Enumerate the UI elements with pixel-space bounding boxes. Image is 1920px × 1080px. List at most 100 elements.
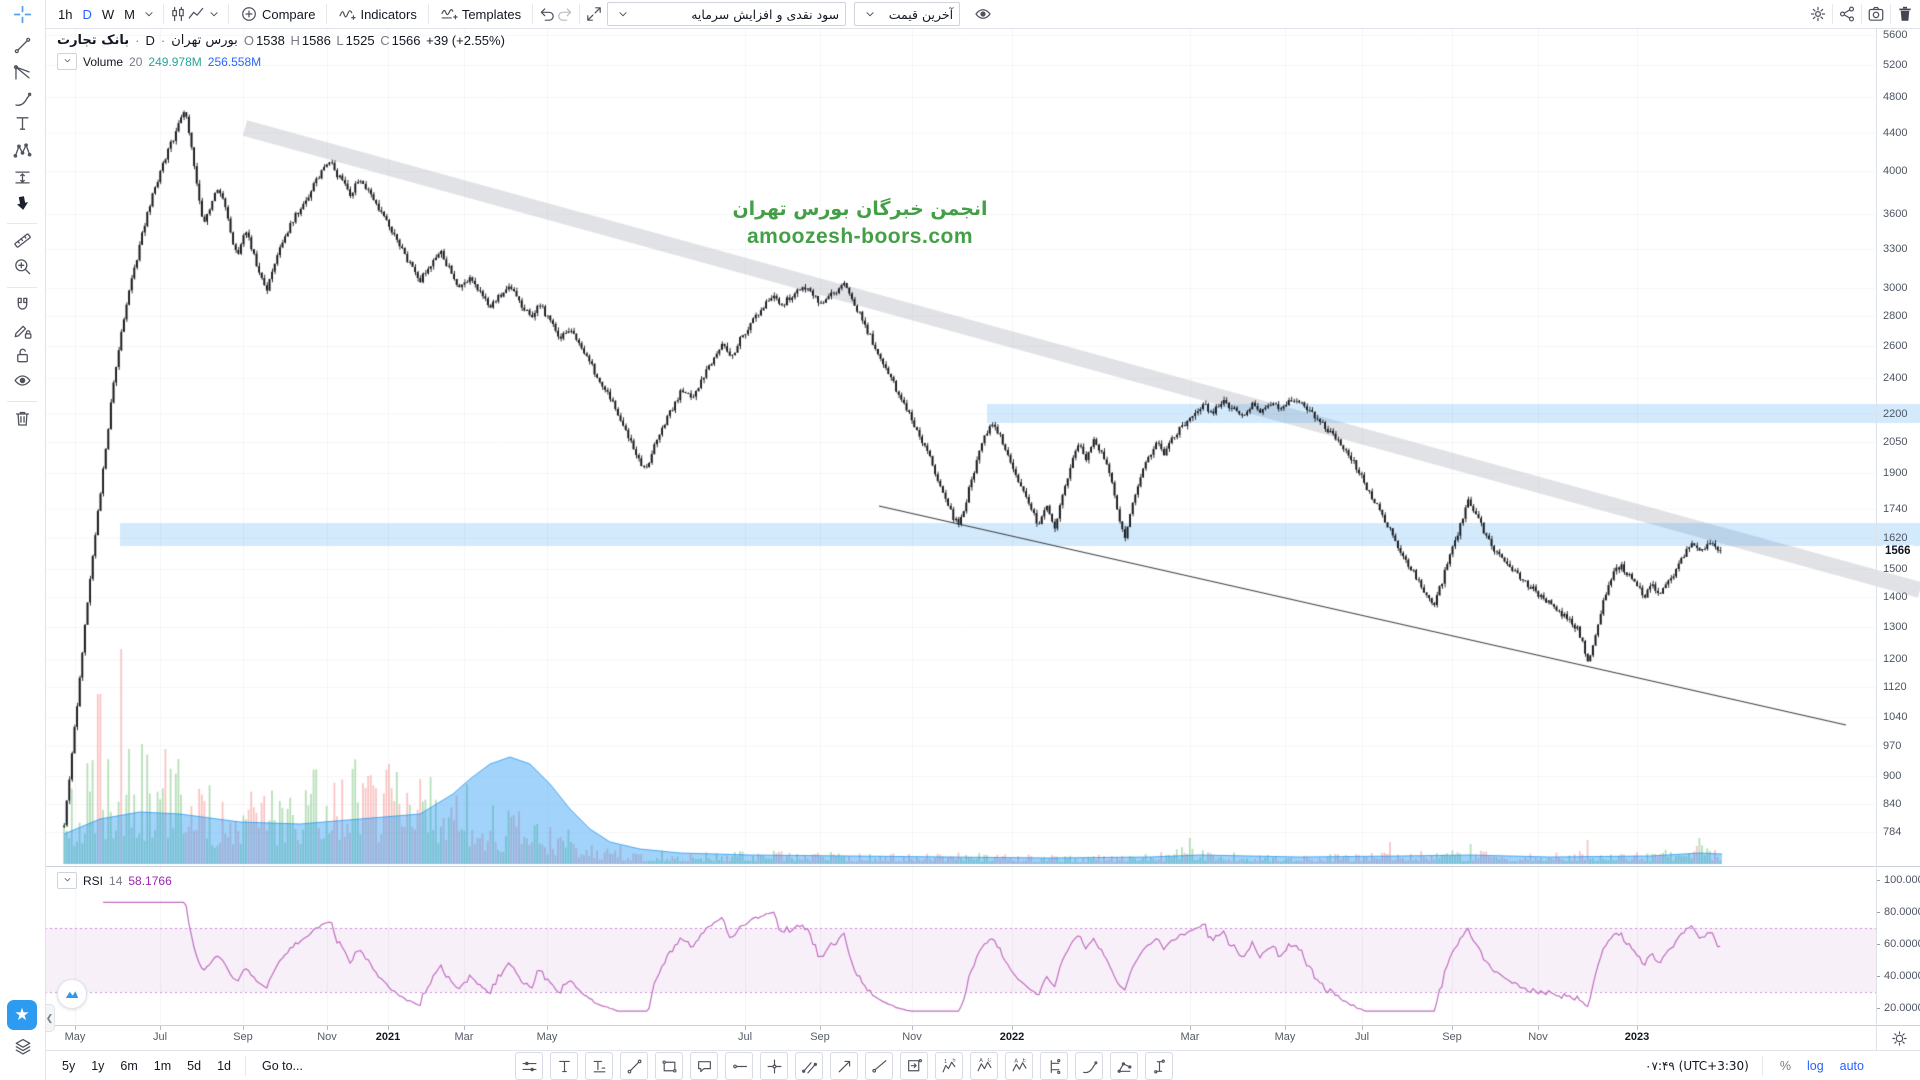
main-chart-canvas[interactable] [45, 28, 1920, 866]
timeframe-d-button[interactable]: D [77, 5, 96, 24]
top-toolbar-right [1809, 0, 1920, 28]
magnet-icon[interactable] [0, 292, 44, 318]
goto-button[interactable]: Go to... [253, 1056, 312, 1076]
trend-line-icon[interactable] [0, 32, 44, 58]
range-6m-button[interactable]: 6m [113, 1056, 144, 1076]
anchored-box-tool-icon[interactable] [900, 1052, 928, 1080]
rsi-header-chevron[interactable] [57, 872, 77, 889]
object-tree-layers-icon[interactable] [10, 1034, 36, 1058]
chart-style-line-icon[interactable] [187, 5, 205, 23]
auto-scale-button[interactable]: auto [1836, 1057, 1868, 1075]
symbol-header[interactable]: بانک تجارت · D · بورس تهران O 1538 H 1586 … [57, 33, 507, 48]
change-value: +39 (+2.55%) [426, 33, 505, 48]
callout-tool-icon[interactable] [690, 1052, 718, 1080]
range-5y-button[interactable]: 5y [55, 1056, 82, 1076]
last-price-dropdown[interactable]: آخرین قیمت [854, 2, 961, 26]
dividends-dropdown[interactable]: سود نقدی و افزایش سرمایه [607, 2, 847, 26]
percent-scale-button[interactable]: % [1776, 1057, 1795, 1075]
hide-all-icon[interactable] [0, 367, 44, 393]
vertical-range-tool-icon[interactable] [1145, 1052, 1173, 1080]
gann-fib-icon[interactable] [0, 59, 44, 85]
arrow-tool-icon[interactable] [830, 1052, 858, 1080]
long-short-position-icon[interactable] [0, 164, 44, 190]
trend-line-tool-icon[interactable] [620, 1052, 648, 1080]
xabcd-pattern-icon[interactable] [0, 137, 44, 163]
crosshair-icon[interactable] [0, 1, 44, 27]
share-icon[interactable] [1838, 5, 1856, 23]
snapshot-camera-icon[interactable] [1867, 5, 1885, 23]
range-1y-button[interactable]: 1y [84, 1056, 111, 1076]
brush-icon[interactable] [0, 85, 44, 111]
open-value: 1538 [255, 33, 285, 48]
time-axis-tick [243, 1026, 244, 1030]
volume-indicator-header[interactable]: Volume 20 249.978M 256.558M [57, 53, 261, 70]
volume-header-chevron[interactable] [57, 53, 77, 70]
time-axis-tick [547, 1026, 548, 1030]
chevron-down-icon [614, 5, 632, 23]
horizontal-ray-tool-icon[interactable] [725, 1052, 753, 1080]
range-5d-button[interactable]: 5d [180, 1056, 208, 1076]
ruler-icon[interactable] [0, 227, 44, 253]
timeframe-menu-chevron-icon[interactable] [140, 5, 158, 23]
timeframe-m-button[interactable]: M [119, 5, 140, 24]
drawing-lock-icon[interactable] [0, 317, 44, 343]
text-tool-icon[interactable] [550, 1052, 578, 1080]
rsi-pane-canvas[interactable] [45, 867, 1876, 1025]
parallel-channel-tool-icon[interactable] [795, 1052, 823, 1080]
time-axis-tick [745, 1026, 746, 1030]
rectangle-tool-icon[interactable] [655, 1052, 683, 1080]
favorites-star-button[interactable]: ★ [7, 1000, 37, 1030]
rsi-indicator-header[interactable]: RSI 14 58.1766 [57, 872, 172, 889]
redo-icon[interactable] [556, 5, 574, 23]
undo-icon[interactable] [538, 5, 556, 23]
time-axis-settings-icon[interactable] [1890, 1029, 1908, 1052]
log-scale-button[interactable]: log [1803, 1057, 1828, 1075]
chart-style-chevron-icon[interactable] [205, 5, 223, 23]
price-axis-label: 1740 [1883, 502, 1908, 515]
chart-style-candles-icon[interactable] [169, 5, 187, 23]
price-range-tool-icon[interactable] [1040, 1052, 1068, 1080]
price-axis-label: 1620 [1883, 531, 1908, 544]
pane-separator[interactable] [45, 866, 1920, 867]
time-axis[interactable]: May Jul Sep Nov 2021 Mar May Jul Sep Nov 2022 Mar Ma… [45, 1025, 1920, 1051]
symbol-name[interactable]: بانک تجارت [57, 33, 130, 48]
remove-drawings-filled-icon[interactable] [1896, 5, 1914, 23]
timeframe-1h-button[interactable]: 1h [53, 5, 77, 24]
arrow-marker-icon[interactable] [0, 189, 44, 215]
fullscreen-icon[interactable] [585, 5, 603, 23]
zoom-in-icon[interactable] [0, 253, 44, 279]
time-axis-label: Nov [902, 1031, 922, 1043]
range-1d-button[interactable]: 1d [210, 1056, 238, 1076]
brush-tool-icon[interactable] [1075, 1052, 1103, 1080]
clock-time[interactable]: ۰۷:۴۹ (UTC+3:30) [1645, 1059, 1749, 1073]
rsi-value: 58.1766 [128, 873, 172, 888]
visibility-eye-icon[interactable] [974, 5, 992, 23]
parallel-lines-tool-icon[interactable] [515, 1052, 543, 1080]
text-icon[interactable] [0, 110, 44, 136]
templates-icon [440, 5, 458, 23]
rsi-label: RSI [83, 873, 104, 888]
anchored-text-tool-icon[interactable] [585, 1052, 613, 1080]
separator-dot: · [160, 33, 166, 48]
ray-tool-icon[interactable] [865, 1052, 893, 1080]
collapse-toolbar-handle[interactable]: ❮ [45, 1004, 55, 1032]
remove-all-icon[interactable] [0, 405, 44, 431]
volume-label: Volume [83, 54, 124, 69]
close-value: 1566 [391, 33, 421, 48]
indicators-button[interactable]: Indicators [332, 3, 422, 25]
indicators-label: Indicators [360, 6, 417, 22]
cross-line-tool-icon[interactable] [760, 1052, 788, 1080]
price-axis-separator[interactable] [1876, 28, 1877, 1050]
price-axis-label: 5200 [1883, 58, 1908, 71]
compare-button[interactable]: Compare [234, 3, 321, 25]
range-1m-button[interactable]: 1m [147, 1056, 178, 1076]
timeframe-w-button[interactable]: W [97, 5, 119, 24]
projection-tool-icon[interactable] [1110, 1052, 1138, 1080]
templates-button[interactable]: Templates [434, 3, 527, 25]
settings-gear-icon[interactable] [1809, 5, 1827, 23]
dividends-dropdown-label: سود نقدی و افزایش سرمایه [691, 6, 840, 22]
lock-all-icon[interactable] [0, 342, 44, 368]
